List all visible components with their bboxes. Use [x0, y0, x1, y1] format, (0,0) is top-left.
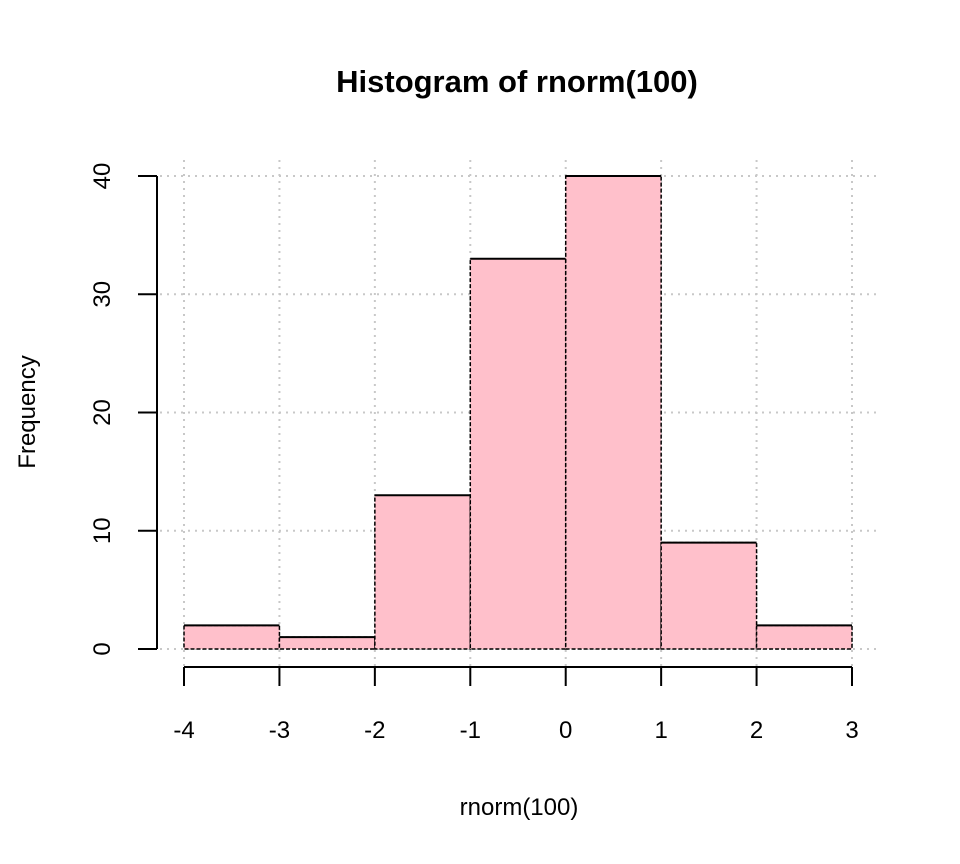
histogram-bar: [374, 494, 472, 650]
x-axis: -4 -3 -2 -1 0 1 2 3: [173, 666, 859, 744]
histogram-bars: [183, 175, 853, 650]
x-tick-label: 0: [559, 717, 572, 744]
y-tick-label: 10: [89, 517, 116, 544]
histogram-bar: [755, 624, 853, 650]
x-tick-label: 3: [845, 717, 858, 744]
x-tick-label: -3: [269, 717, 290, 744]
x-axis-label: rnorm(100): [460, 794, 579, 821]
x-tick-label: -4: [173, 717, 194, 744]
histogram-bar: [660, 541, 758, 650]
y-tick-label: 20: [89, 399, 116, 426]
x-tick-label: -1: [460, 717, 481, 744]
histogram-bar: [564, 175, 662, 650]
y-tick-label: 30: [89, 281, 116, 308]
histogram-bar: [278, 636, 376, 650]
x-tick-label: 2: [750, 717, 763, 744]
y-tick-label: 0: [89, 642, 116, 655]
histogram-bar: [469, 258, 567, 650]
y-axis-label: Frequency: [14, 355, 41, 468]
histogram-bar: [183, 624, 281, 650]
y-tick-label: 40: [89, 163, 116, 190]
y-axis: 0 10 20 30 40: [89, 163, 158, 656]
x-tick-label: -2: [364, 717, 385, 744]
chart-title: Histogram of rnorm(100): [336, 64, 698, 99]
x-tick-label: 1: [654, 717, 667, 744]
